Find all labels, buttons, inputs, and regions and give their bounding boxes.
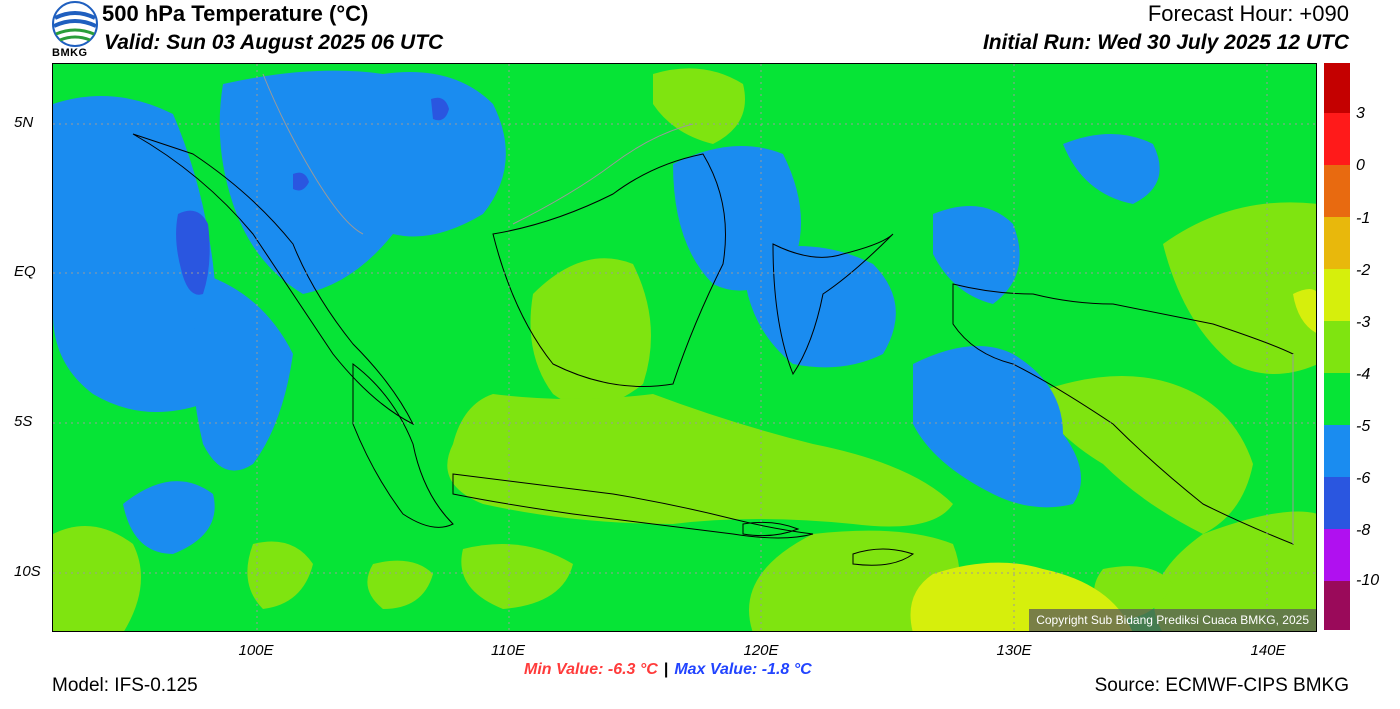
- colorbar-label: -6: [1356, 470, 1371, 487]
- lat-label-5n: 5N: [14, 114, 34, 131]
- colorbar-segment: [1324, 373, 1350, 425]
- lat-label-5s: 5S: [14, 413, 33, 430]
- min-max-summary: Min Value: -6.3 °C | Max Value: -1.8 °C: [524, 661, 812, 679]
- colorbar-segment: [1324, 321, 1350, 373]
- contour-minus6-region: [176, 97, 449, 295]
- chart-title: 500 hPa Temperature (°C): [102, 1, 369, 26]
- max-value: Max Value: -1.8 °C: [674, 661, 812, 678]
- lon-label-110e: 110E: [491, 642, 525, 659]
- colorbar-label: 3: [1356, 105, 1365, 122]
- colorbar-segment: [1324, 63, 1350, 113]
- colorbar-segment: [1324, 165, 1350, 217]
- colorbar-segment: [1324, 269, 1350, 321]
- model-label: Model: IFS-0.125: [52, 675, 198, 696]
- colorbar-segment: [1324, 425, 1350, 477]
- lon-label-100e: 100E: [238, 642, 274, 659]
- borders: [262, 73, 1294, 544]
- min-max-separator: |: [663, 661, 669, 678]
- colorbar-label: -1: [1356, 210, 1371, 227]
- source-label: Source: ECMWF-CIPS BMKG: [1094, 675, 1349, 696]
- colorbar-segment: [1324, 529, 1350, 581]
- forecast-hour: Forecast Hour: +090: [1147, 1, 1349, 26]
- map-canvas: [53, 64, 1316, 631]
- lon-label-140e: 140E: [1250, 642, 1286, 659]
- contour-minus5-region: [53, 70, 1160, 554]
- contour-minus3-region: [53, 68, 1316, 631]
- colorbar-segment: [1324, 113, 1350, 165]
- colorbar-label: -8: [1356, 522, 1371, 539]
- colorbar-label: 0: [1356, 157, 1365, 174]
- bmkg-logo: [52, 1, 98, 47]
- valid-time: Valid: Sun 03 August 2025 06 UTC: [104, 31, 444, 54]
- colorbar-label: -2: [1356, 262, 1371, 279]
- colorbar-label: -3: [1356, 314, 1371, 331]
- colorbar-label: -4: [1356, 366, 1371, 383]
- colorbar-segment: [1324, 477, 1350, 529]
- lon-label-130e: 130E: [996, 642, 1032, 659]
- lon-label-120e: 120E: [743, 642, 779, 659]
- colorbar-label: -5: [1356, 418, 1371, 435]
- colorbar-label: -10: [1356, 572, 1380, 589]
- colorbar: [1324, 63, 1350, 632]
- min-value: Min Value: -6.3 °C: [524, 661, 658, 678]
- colorbar-segment: [1324, 581, 1350, 630]
- initial-run: Initial Run: Wed 30 July 2025 12 UTC: [982, 31, 1349, 54]
- lat-label-eq: EQ: [14, 263, 36, 280]
- temperature-map: Copyright Sub Bidang Prediksi Cuaca BMKG…: [52, 63, 1317, 632]
- colorbar-segment: [1324, 217, 1350, 269]
- graticule: [53, 64, 1316, 631]
- logo-text: BMKG: [52, 47, 88, 59]
- copyright-notice: Copyright Sub Bidang Prediksi Cuaca BMKG…: [1029, 609, 1316, 631]
- lat-label-10s: 10S: [14, 563, 41, 580]
